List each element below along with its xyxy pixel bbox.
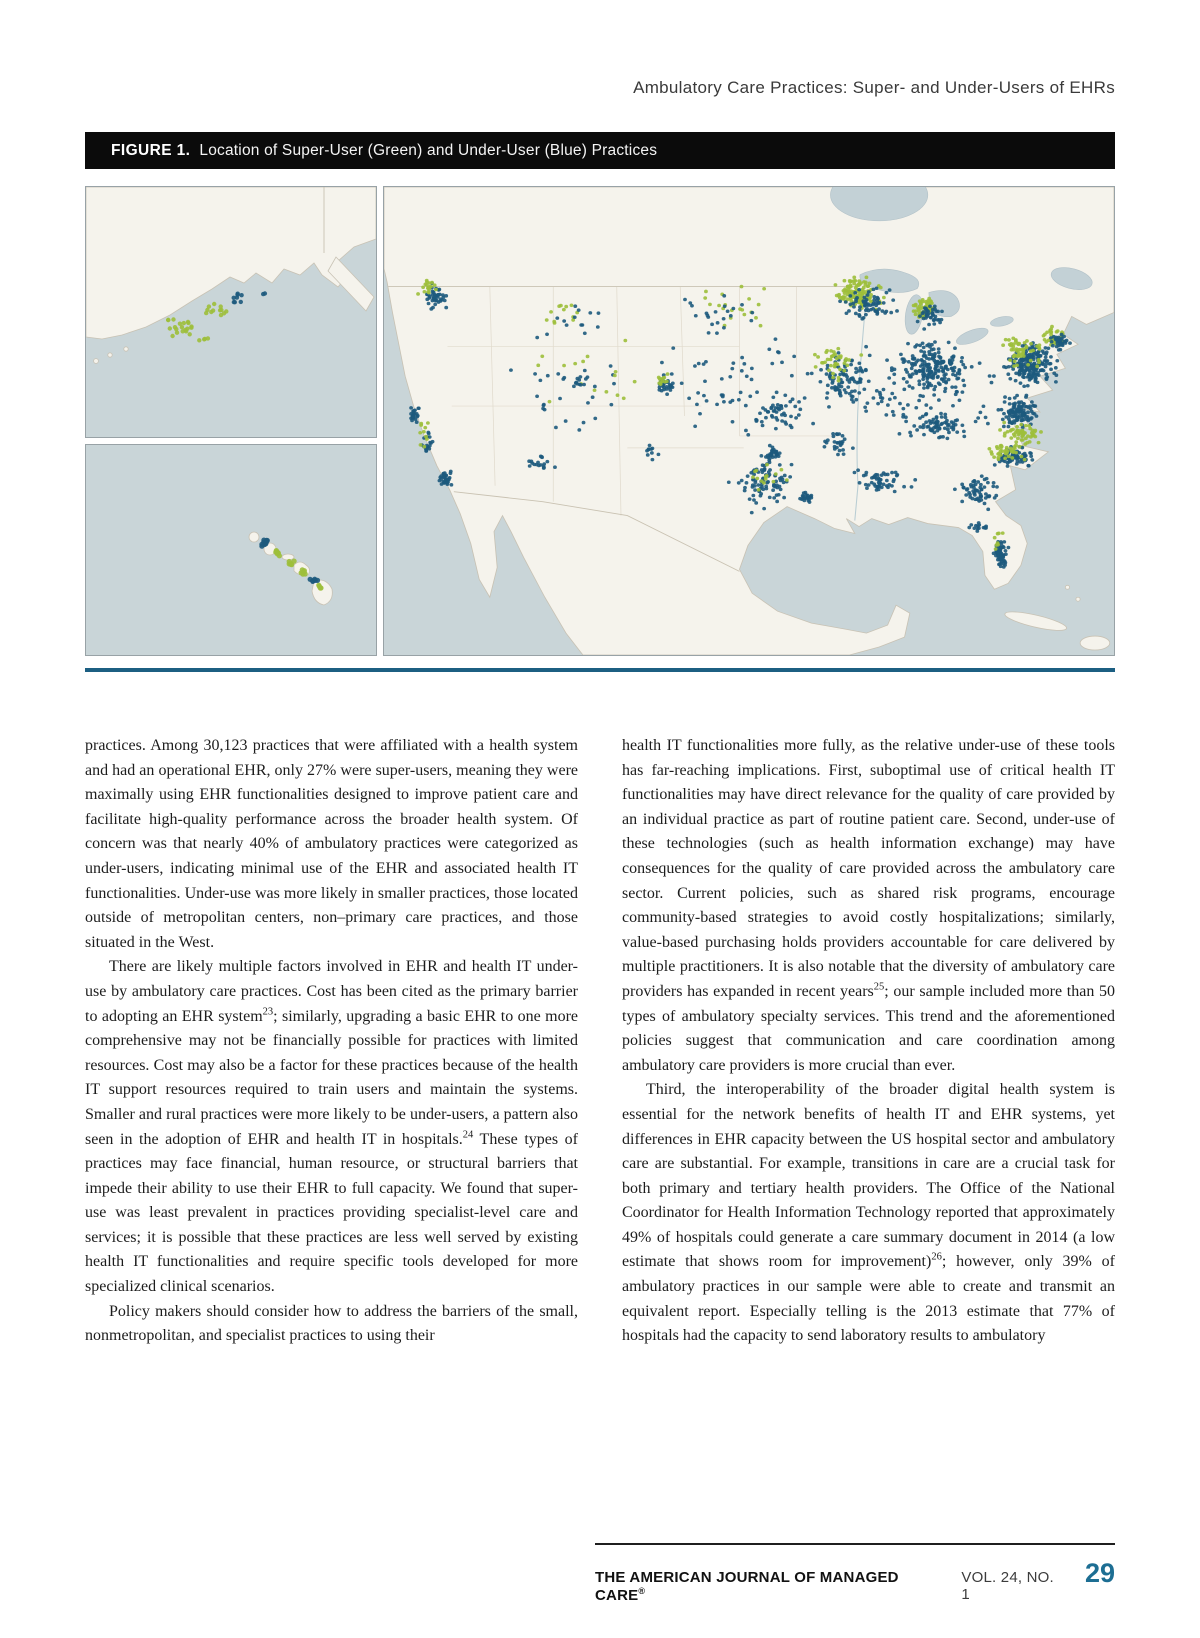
map-insets [85, 186, 377, 656]
alaska-landmass [86, 187, 376, 340]
reference-superscript: 23 [262, 1006, 274, 1018]
us-main-map [383, 186, 1115, 656]
hawaii-practice-dots [259, 537, 324, 591]
figure-map [85, 186, 1115, 656]
lake-ontario [990, 316, 1014, 327]
page-footer: THE AMERICAN JOURNAL OF MANAGED CARE® VO… [595, 1543, 1115, 1604]
paragraph: There are likely multiple factors involv… [85, 958, 579, 1296]
alaska-practice-dots [166, 291, 268, 343]
hawaii-island [248, 531, 260, 543]
hawaii-island [281, 553, 295, 561]
body-right-column: health IT functionalities more fully, as… [622, 734, 1115, 1349]
state-borders [447, 286, 839, 516]
reference-superscript: 24 [462, 1129, 474, 1141]
us-practice-dots [409, 275, 1072, 569]
paragraph: health IT functionalities more fully, as… [622, 737, 1116, 1074]
cuba [1004, 611, 1067, 631]
paragraph: Policy makers should consider how to add… [85, 1302, 578, 1345]
alaska-inset-map [85, 186, 377, 438]
hispaniola [1079, 635, 1111, 651]
article-body: practices. Among 30,123 practices that w… [85, 734, 1115, 1349]
page-number: 29 [1084, 1558, 1115, 1588]
issue-info: VOL. 24, NO. 1 [961, 1569, 1054, 1603]
reference-superscript: 26 [931, 1252, 942, 1264]
hawaii-inset-map [85, 444, 377, 656]
bahamas [1064, 584, 1070, 590]
section-divider-rule [85, 668, 1115, 672]
figure-caption: Location of Super-User (Green) and Under… [199, 141, 658, 159]
paragraph: practices. Among 30,123 practices that w… [85, 737, 578, 951]
mexico-border [453, 491, 740, 572]
bahamas [1075, 596, 1081, 602]
body-left-column: practices. Among 30,123 practices that w… [85, 734, 578, 1349]
journal-name: THE AMERICAN JOURNAL OF MANAGED CARE® [595, 1569, 899, 1604]
figure-label: FIGURE 1. [111, 141, 191, 159]
figure-title-bar: FIGURE 1. Location of Super-User (Green)… [85, 132, 1115, 169]
running-head: Ambulatory Care Practices: Super- and Un… [633, 78, 1115, 97]
registered-mark: ® [638, 1586, 646, 1596]
gulf-of-st-lawrence [1050, 267, 1093, 290]
paragraph: Third, the interoperability of the broad… [622, 1081, 1115, 1345]
hudson-bay [830, 187, 929, 222]
lake-erie [956, 327, 989, 345]
mississippi-river [854, 306, 866, 521]
reference-superscript: 25 [873, 981, 885, 993]
alaska-panhandle [327, 256, 375, 312]
